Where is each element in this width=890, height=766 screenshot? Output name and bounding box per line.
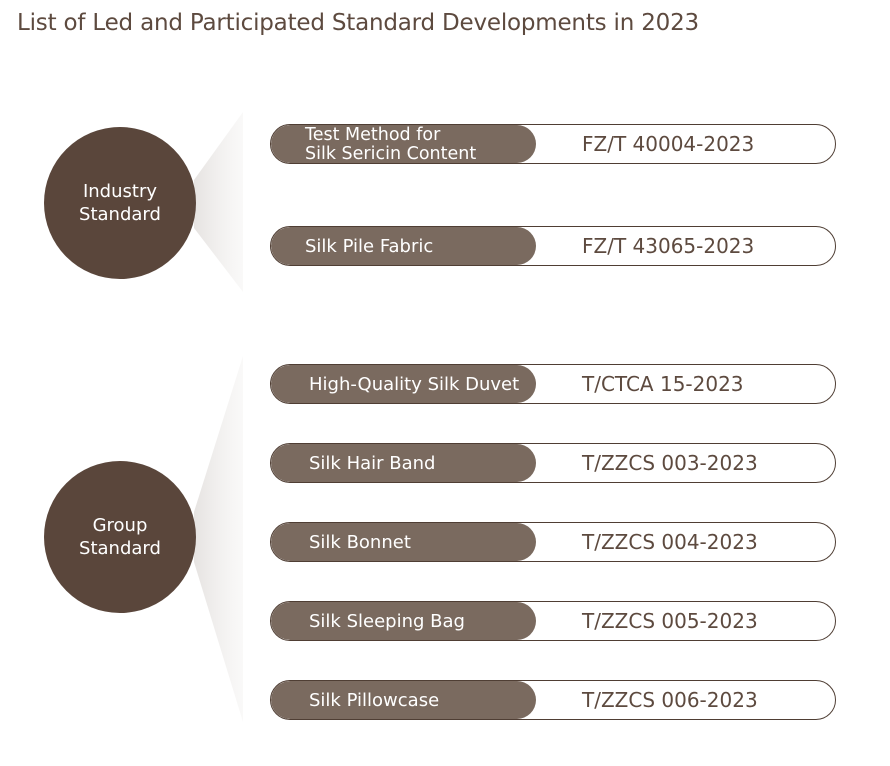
standard-row: Silk Pillowcase T/ZZCS 006-2023: [270, 680, 836, 720]
standard-code: FZ/T 43065-2023: [582, 234, 755, 258]
standard-name: Silk Pillowcase: [271, 681, 536, 719]
standard-name: Silk Hair Band: [271, 444, 536, 482]
group-fan: [194, 356, 243, 722]
industry-standard-label: Industry Standard: [79, 181, 161, 225]
page-title: List of Led and Participated Standard De…: [17, 10, 699, 36]
standard-row: Test Method for Silk Sericin Content FZ/…: [270, 124, 836, 164]
standard-name: Silk Sleeping Bag: [271, 602, 536, 640]
standard-code: T/ZZCS 003-2023: [582, 451, 758, 475]
standard-code: T/ZZCS 006-2023: [582, 688, 758, 712]
standard-code: T/CTCA 15-2023: [582, 372, 744, 396]
standard-name: Silk Bonnet: [271, 523, 536, 561]
standard-name: Silk Pile Fabric: [271, 227, 536, 265]
standard-row: Silk Hair Band T/ZZCS 003-2023: [270, 443, 836, 483]
standard-row: Silk Bonnet T/ZZCS 004-2023: [270, 522, 836, 562]
industry-standard-circle: Industry Standard: [44, 127, 196, 279]
group-standard-circle: Group Standard: [44, 461, 196, 613]
standard-name: Test Method for Silk Sericin Content: [271, 125, 536, 163]
standard-code: FZ/T 40004-2023: [582, 132, 755, 156]
standard-code: T/ZZCS 004-2023: [582, 530, 758, 554]
group-standard-label: Group Standard: [79, 515, 161, 559]
standard-name: High-Quality Silk Duvet: [271, 365, 536, 403]
standard-row: Silk Pile Fabric FZ/T 43065-2023: [270, 226, 836, 266]
standard-row: High-Quality Silk Duvet T/CTCA 15-2023: [270, 364, 836, 404]
standard-row: Silk Sleeping Bag T/ZZCS 005-2023: [270, 601, 836, 641]
industry-fan: [194, 112, 243, 292]
standard-code: T/ZZCS 005-2023: [582, 609, 758, 633]
